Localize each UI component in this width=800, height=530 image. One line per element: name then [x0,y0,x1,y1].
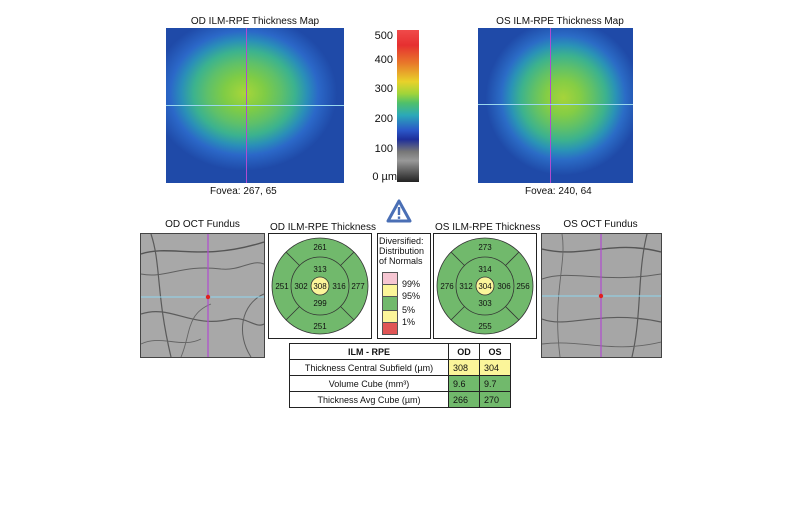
results-table: ILM - RPE OD OS Thickness Central Subfie… [289,343,511,408]
scale-label-100: 100 [374,143,393,155]
scale-label-500: 500 [374,30,393,42]
os-nasal-inner: 312 [459,282,473,291]
od-superior-outer: 261 [313,243,327,252]
os-volume-cube-value: 9.7 [479,375,511,392]
os-inferior-outer: 255 [478,322,492,331]
scale-label-300: 300 [374,83,393,95]
table-header-row: ILM - RPE OD OS [289,343,511,360]
od-oct-fundus-image[interactable] [140,233,265,358]
od-center: 308 [313,282,327,291]
od-volume-cube-value: 9.6 [448,375,480,392]
legend-p1: 1% [402,317,416,327]
os-nasal-outer: 276 [440,282,454,291]
legend-swatch-5-95 [382,296,398,311]
od-fovea-readout: Fovea: 267, 65 [210,186,277,197]
od-inferior-inner: 299 [313,299,327,308]
table-row: Volume Cube (mm³) 9.6 9.7 [289,375,511,392]
od-nasal-inner: 316 [332,282,346,291]
os-oct-fundus-image[interactable] [541,233,662,358]
table-header-ilm-rpe: ILM - RPE [289,343,449,360]
color-scale-bar [397,30,419,182]
od-temporal-outer: 251 [275,282,289,291]
table-row: Thickness Central Subfield (µm) 308 304 [289,359,511,376]
scale-label-0: 0 µm [372,171,397,183]
os-central-subfield-value: 304 [479,359,511,376]
od-thickness-map[interactable] [166,28,344,183]
os-etdrs-panel: 273 314 276 312 304 306 256 303 255 [433,233,537,339]
od-central-subfield-value: 308 [448,359,480,376]
legend-p99: 99% [402,279,421,289]
scale-label-200: 200 [374,113,393,125]
os-inferior-inner: 303 [478,299,492,308]
od-temporal-inner: 302 [294,282,308,291]
row-label-central-subfield: Thickness Central Subfield (µm) [289,359,449,376]
od-map-title: OD ILM-RPE Thickness Map [190,16,320,27]
os-temporal-inner: 306 [497,282,511,291]
normative-legend: Diversified: Distribution of Normals 99%… [377,233,431,339]
legend-title-1: Diversified: [379,236,424,246]
color-scale: 500 400 300 200 100 0 µm [345,30,425,185]
os-avg-cube-value: 270 [479,391,511,408]
legend-p95: 95% [402,291,421,301]
os-thickness-map[interactable] [478,28,633,183]
os-thickness-title: OS ILM-RPE Thickness [435,222,541,233]
os-center: 304 [478,282,492,291]
scale-label-400: 400 [374,54,393,66]
od-inferior-outer: 251 [313,322,327,331]
od-thickness-title: OD ILM-RPE Thickness [270,222,376,233]
table-header-os: OS [479,343,511,360]
table-header-od: OD [448,343,480,360]
os-superior-outer: 273 [478,243,492,252]
os-fundus-title: OS OCT Fundus [563,219,638,230]
os-temporal-outer: 256 [516,282,530,291]
od-nasal-outer: 277 [351,282,365,291]
warning-icon[interactable] [386,199,412,223]
row-label-avg-cube: Thickness Avg Cube (µm) [289,391,449,408]
table-row: Thickness Avg Cube (µm) 266 270 [289,391,511,408]
os-fovea-readout: Fovea: 240, 64 [525,186,592,197]
os-map-title: OS ILM-RPE Thickness Map [496,16,624,27]
od-avg-cube-value: 266 [448,391,480,408]
od-etdrs-panel: 261 313 251 302 308 316 277 299 251 [268,233,372,339]
legend-swatch-below-1 [382,322,398,335]
od-fundus-title: OD OCT Fundus [165,219,240,230]
legend-p5: 5% [402,305,416,315]
legend-title-2: Distribution [379,246,425,256]
legend-title-3: of Normals [379,256,423,266]
os-superior-inner: 314 [478,265,492,274]
od-superior-inner: 313 [313,265,327,274]
row-label-volume-cube: Volume Cube (mm³) [289,375,449,392]
